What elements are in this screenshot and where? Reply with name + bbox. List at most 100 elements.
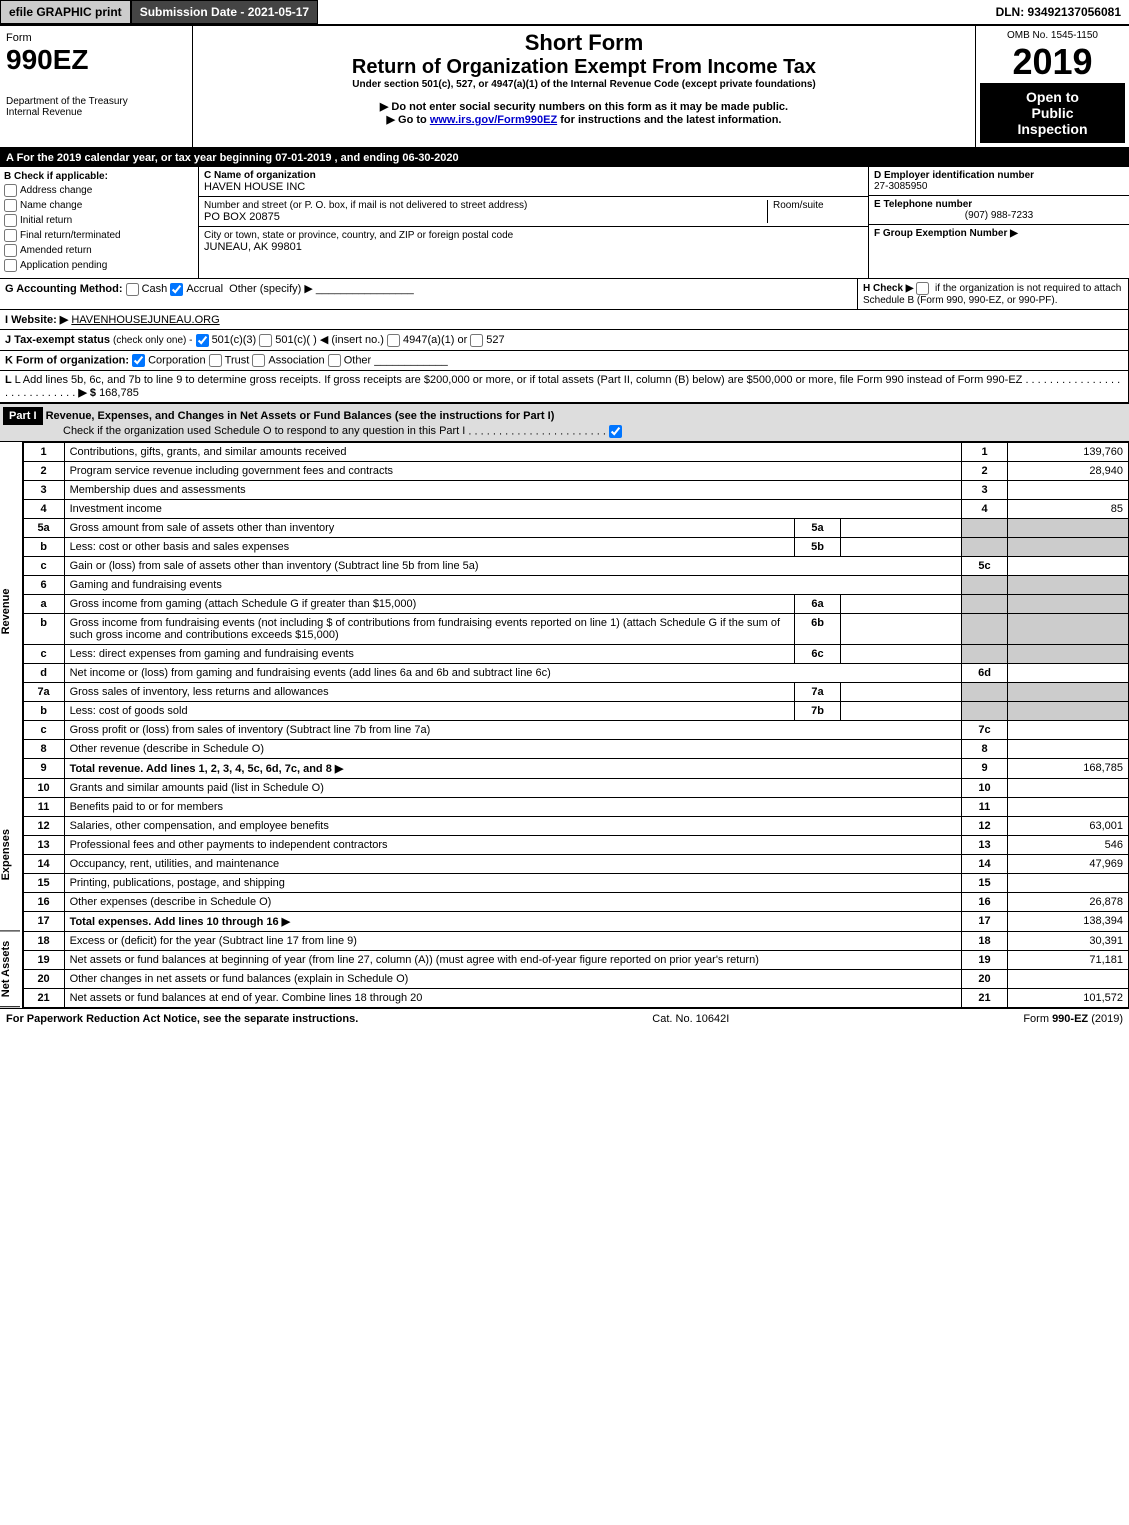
efile-print-button[interactable]: efile GRAPHIC print	[0, 0, 131, 24]
line-6d: dNet income or (loss) from gaming and fu…	[23, 663, 1128, 682]
lbl-501c: 501(c)( ) ◀ (insert no.)	[275, 334, 384, 346]
line-14: 14Occupancy, rent, utilities, and mainte…	[23, 854, 1128, 873]
chk-4947[interactable]	[387, 334, 400, 347]
accrual-label: Accrual	[186, 283, 223, 295]
return-title: Return of Organization Exempt From Incom…	[197, 56, 971, 79]
line-9: 9Total revenue. Add lines 1, 2, 3, 4, 5c…	[23, 758, 1128, 778]
line-16: 16Other expenses (describe in Schedule O…	[23, 892, 1128, 911]
goto-suffix: for instructions and the latest informat…	[557, 114, 781, 126]
chk-501c[interactable]	[259, 334, 272, 347]
ssn-warning: ▶ Do not enter social security numbers o…	[197, 100, 971, 113]
chk-address-change[interactable]: Address change	[4, 184, 194, 197]
open-line2: Public	[986, 105, 1119, 121]
line-5b: bLess: cost or other basis and sales exp…	[23, 537, 1128, 556]
line-10: 10Grants and similar amounts paid (list …	[23, 778, 1128, 797]
city-value: JUNEAU, AK 99801	[204, 241, 863, 253]
chk-corporation[interactable]	[132, 354, 145, 367]
street-label: Number and street (or P. O. box, if mail…	[204, 200, 767, 211]
box-b: B Check if applicable: Address change Na…	[0, 167, 199, 278]
side-revenue: Revenue	[0, 442, 20, 780]
chk-trust[interactable]	[209, 354, 222, 367]
part1-header: Part I Revenue, Expenses, and Changes in…	[0, 403, 1129, 442]
box-i-label: I Website: ▶	[5, 314, 68, 326]
part1-body: Revenue Expenses Net Assets 1Contributio…	[0, 442, 1129, 1008]
line-12: 12Salaries, other compensation, and empl…	[23, 816, 1128, 835]
city-label: City or town, state or province, country…	[204, 230, 863, 241]
chk-527[interactable]	[470, 334, 483, 347]
box-f-label: F Group Exemption Number ▶	[874, 228, 1018, 239]
ein-value: 27-3085950	[874, 181, 927, 192]
chk-initial-return[interactable]: Initial return	[4, 214, 194, 227]
open-line1: Open to	[986, 89, 1119, 105]
side-expenses: Expenses	[0, 780, 20, 931]
chk-schedule-b[interactable]	[916, 282, 929, 295]
tax-year: 2019	[980, 41, 1125, 83]
line-5c: cGain or (loss) from sale of assets othe…	[23, 556, 1128, 575]
submission-date-button[interactable]: Submission Date - 2021-05-17	[131, 0, 318, 24]
part1-title: Revenue, Expenses, and Changes in Net As…	[46, 410, 555, 422]
box-j-label: J Tax-exempt status	[5, 334, 110, 346]
lines-table: 1Contributions, gifts, grants, and simil…	[23, 442, 1129, 1008]
gross-receipts: 168,785	[99, 387, 139, 399]
irs-link[interactable]: www.irs.gov/Form990EZ	[430, 114, 557, 126]
form-header: Form 990EZ Department of the Treasury In…	[0, 26, 1129, 149]
line-15: 15Printing, publications, postage, and s…	[23, 873, 1128, 892]
chk-accrual[interactable]	[170, 283, 183, 296]
box-i-row: I Website: ▶ HAVENHOUSEJUNEAU.ORG	[0, 310, 1129, 330]
chk-name-change[interactable]: Name change	[4, 199, 194, 212]
lbl-501c3: 501(c)(3)	[212, 334, 257, 346]
other-specify: Other (specify) ▶	[229, 283, 313, 295]
dept-treasury: Department of the Treasury	[6, 96, 186, 107]
goto-line: ▶ Go to www.irs.gov/Form990EZ for instru…	[197, 113, 971, 126]
short-form-title: Short Form	[197, 30, 971, 56]
street-value: PO BOX 20875	[204, 211, 767, 223]
box-h-label: H Check ▶	[863, 283, 913, 294]
footer-right: Form 990-EZ (2019)	[1023, 1013, 1123, 1025]
dln-label: DLN: 93492137056081	[988, 1, 1129, 23]
lbl-527: 527	[486, 334, 504, 346]
line-21: 21Net assets or fund balances at end of …	[23, 988, 1128, 1007]
box-l-amt-label: ▶ $	[78, 387, 99, 399]
dept-irs: Internal Revenue	[6, 107, 186, 118]
goto-prefix: ▶ Go to	[387, 114, 430, 126]
lbl-trust: Trust	[225, 354, 250, 366]
top-bar: efile GRAPHIC print Submission Date - 20…	[0, 0, 1129, 26]
chk-cash[interactable]	[126, 283, 139, 296]
box-j-sub: (check only one) -	[113, 335, 192, 346]
form-number: 990EZ	[6, 44, 186, 76]
box-e-label: E Telephone number	[874, 199, 972, 210]
chk-final-return[interactable]: Final return/terminated	[4, 229, 194, 242]
chk-association[interactable]	[252, 354, 265, 367]
footer-left: For Paperwork Reduction Act Notice, see …	[6, 1013, 358, 1025]
under-section: Under section 501(c), 527, or 4947(a)(1)…	[197, 79, 971, 90]
line-17: 17Total expenses. Add lines 10 through 1…	[23, 911, 1128, 931]
chk-amended-return[interactable]: Amended return	[4, 244, 194, 257]
side-net-assets: Net Assets	[0, 931, 20, 1007]
box-l-text: L Add lines 5b, 6c, and 7b to line 9 to …	[15, 374, 1023, 386]
part1-tag: Part I	[3, 407, 43, 425]
chk-501c3[interactable]	[196, 334, 209, 347]
page-footer: For Paperwork Reduction Act Notice, see …	[0, 1008, 1129, 1029]
open-to-public: Open to Public Inspection	[980, 83, 1125, 143]
chk-application-pending[interactable]: Application pending	[4, 259, 194, 272]
room-label: Room/suite	[773, 200, 863, 211]
box-c: C Name of organization HAVEN HOUSE INC N…	[199, 167, 869, 278]
line-2: 2Program service revenue including gover…	[23, 461, 1128, 480]
box-d-label: D Employer identification number	[874, 170, 1034, 181]
line-4: 4Investment income485	[23, 499, 1128, 518]
cash-label: Cash	[142, 283, 168, 295]
lbl-other: Other	[344, 354, 372, 366]
part1-check-text: Check if the organization used Schedule …	[63, 425, 465, 437]
box-j-row: J Tax-exempt status (check only one) - 5…	[0, 330, 1129, 351]
line-6: 6Gaming and fundraising events	[23, 575, 1128, 594]
chk-schedule-o[interactable]	[609, 425, 622, 438]
box-l-row: L L Add lines 5b, 6c, and 7b to line 9 t…	[0, 371, 1129, 403]
gh-row: G Accounting Method: Cash Accrual Other …	[0, 279, 1129, 310]
footer-catalog: Cat. No. 10642I	[652, 1013, 729, 1025]
line-1: 1Contributions, gifts, grants, and simil…	[23, 442, 1128, 461]
line-6c: cLess: direct expenses from gaming and f…	[23, 644, 1128, 663]
website-value: HAVENHOUSEJUNEAU.ORG	[71, 314, 219, 326]
chk-other-org[interactable]	[328, 354, 341, 367]
line-18: 18Excess or (deficit) for the year (Subt…	[23, 931, 1128, 950]
line-6a: aGross income from gaming (attach Schedu…	[23, 594, 1128, 613]
